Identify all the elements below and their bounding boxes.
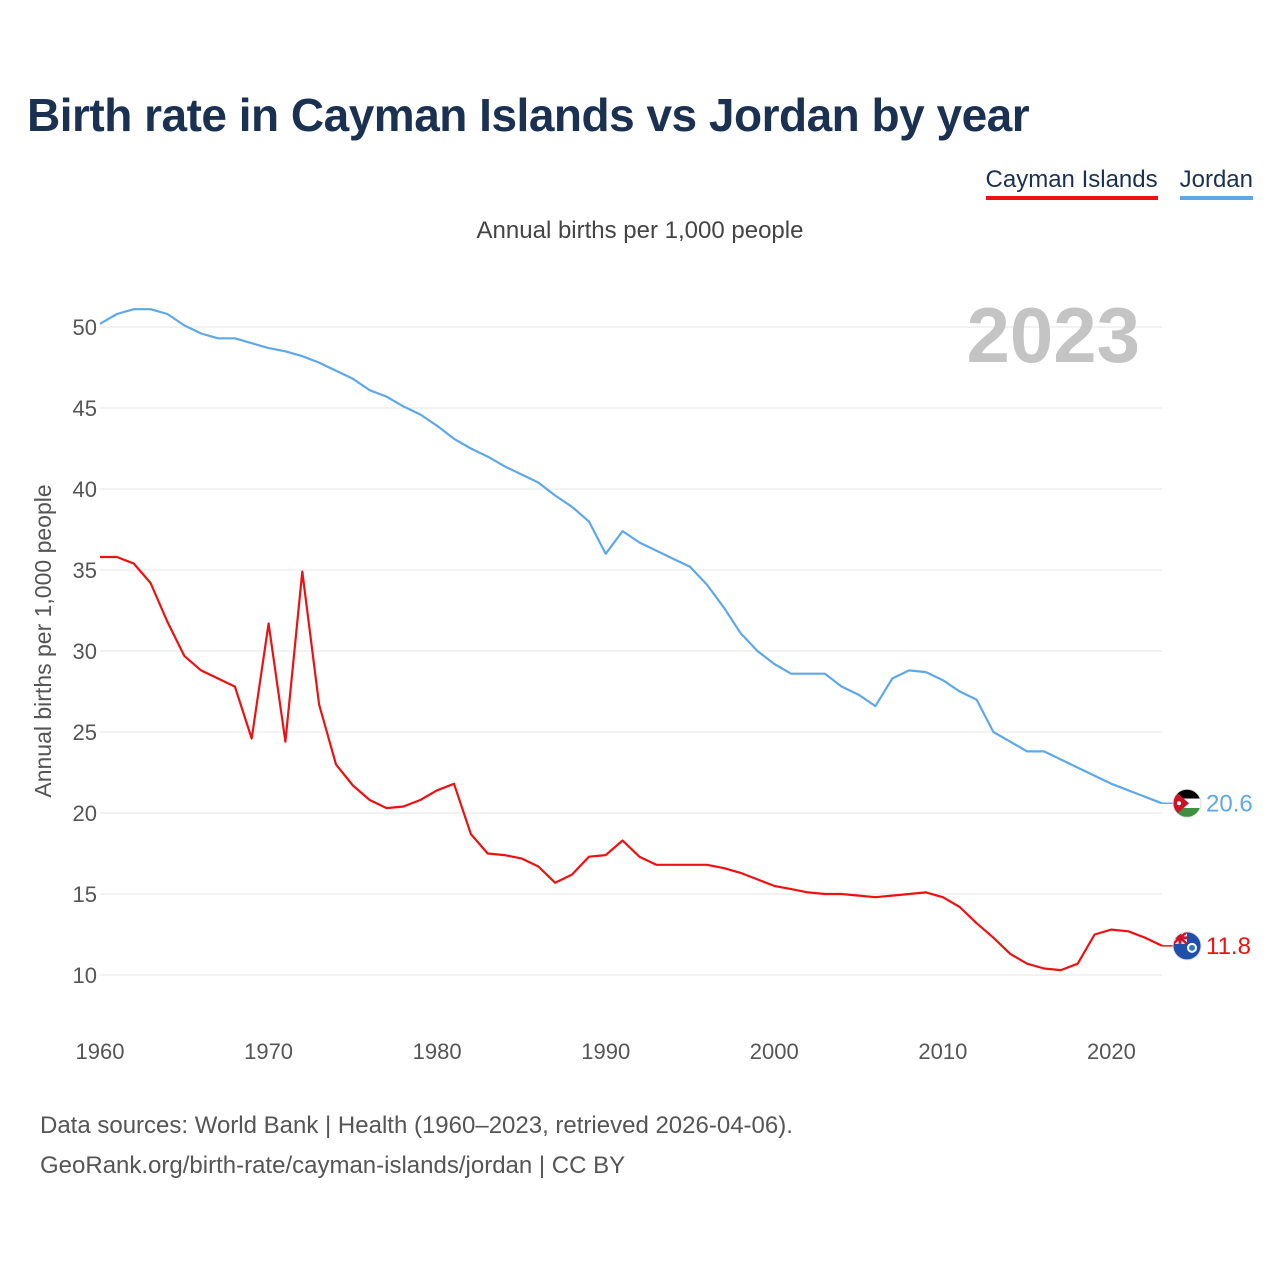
series-lines [99, 308, 1163, 972]
y-tick-label: 45 [73, 396, 97, 421]
source-note: Data sources: World Bank | Health (1960–… [40, 1106, 793, 1186]
source-line-1: Data sources: World Bank | Health (1960–… [40, 1112, 793, 1139]
x-tick-label: 2020 [1087, 1039, 1136, 1064]
x-axis-ticks: 1960 1970 1980 1990 2000 2010 2020 [76, 1039, 1136, 1064]
x-tick-label: 2010 [918, 1039, 967, 1064]
jordan-flag-icon [1172, 788, 1202, 818]
source-line-2[interactable]: GeoRank.org/birth-rate/cayman-islands/jo… [40, 1152, 626, 1179]
x-tick-label: 1980 [413, 1039, 462, 1064]
chart-subtitle: Annual births per 1,000 people [476, 217, 804, 244]
end-markers: 11.8 20.6 [1162, 788, 1253, 961]
end-value-label-jordan: 20.6 [1206, 790, 1253, 817]
y-tick-label: 50 [73, 315, 97, 340]
series-line-jordan[interactable] [99, 308, 1163, 805]
y-tick-label: 40 [73, 477, 97, 502]
legend-item-cayman-islands[interactable]: Cayman Islands [985, 166, 1158, 200]
line-chart: 10 15 20 25 30 35 40 45 50 1960 1970 1980 1990 2000 2… [30, 291, 1253, 1064]
x-tick-label: 1960 [76, 1039, 125, 1064]
chart-title: Birth rate in Cayman Islands vs Jordan b… [27, 89, 1030, 141]
cayman-islands-flag-icon [1172, 931, 1202, 961]
series-line-cayman-islands[interactable] [100, 555, 1163, 972]
y-tick-label: 30 [73, 639, 97, 664]
y-tick-label: 15 [73, 882, 97, 907]
legend-item-jordan[interactable]: Jordan [1179, 166, 1253, 200]
year-watermark: 2023 [966, 291, 1140, 379]
y-axis-ticks: 10 15 20 25 30 35 40 45 50 [73, 315, 97, 988]
y-tick-label: 25 [73, 720, 97, 745]
x-tick-label: 2000 [750, 1039, 799, 1064]
y-tick-label: 20 [73, 801, 97, 826]
legend: Cayman Islands Jordan [985, 166, 1253, 200]
grid-lines [100, 326, 1162, 976]
x-tick-label: 1990 [581, 1039, 630, 1064]
x-tick-label: 1970 [244, 1039, 293, 1064]
end-value-label-cayman-islands: 11.8 [1206, 933, 1251, 960]
y-tick-label: 10 [73, 963, 97, 988]
y-tick-label: 35 [73, 558, 97, 583]
y-axis-label: Annual births per 1,000 people [30, 484, 56, 797]
